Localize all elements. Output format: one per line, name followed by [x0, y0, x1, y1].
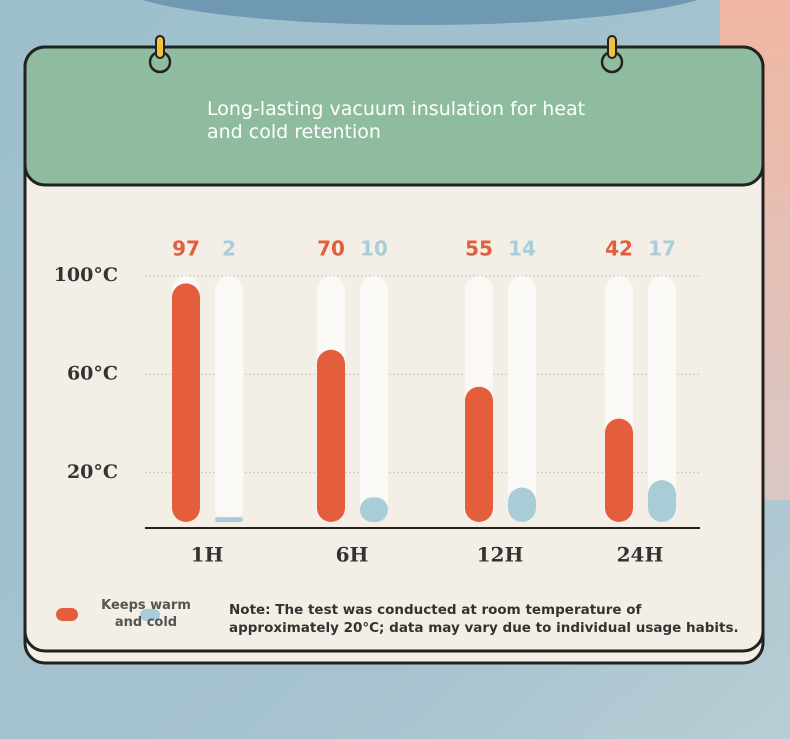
ring [607, 35, 617, 59]
decor [142, 0, 698, 25]
value-label: 42 [605, 237, 633, 261]
bar [465, 386, 493, 522]
note: Note: The test was conducted at room tem… [229, 602, 739, 636]
bar [648, 480, 676, 522]
bar-track [215, 276, 243, 522]
value-label: 55 [465, 237, 493, 261]
bar-track [508, 276, 536, 522]
bar [215, 517, 243, 522]
bar-track [648, 276, 676, 522]
bar [172, 283, 200, 522]
x-tick-label: 12H [477, 543, 524, 567]
legend-label: Keeps warm and cold [101, 598, 191, 630]
bar [317, 349, 345, 522]
value-label: 10 [360, 237, 388, 261]
y-tick-label: 100°C [54, 264, 118, 286]
legend-swatch [140, 609, 160, 621]
value-label: 2 [222, 237, 236, 261]
x-tick-label: 1H [191, 543, 224, 567]
x-tick-label: 24H [617, 543, 664, 567]
x-tick-label: 6H [336, 543, 369, 567]
chart-title: Long-lasting vacuum insulation for heat … [207, 98, 586, 143]
bar-track [360, 276, 388, 522]
legend-swatch [56, 608, 78, 621]
value-label: 14 [508, 237, 536, 261]
y-tick-label: 20°C [67, 461, 118, 483]
bar [508, 487, 536, 522]
value-label: 70 [317, 237, 345, 261]
y-tick-label: 60°C [67, 362, 118, 384]
bar [605, 418, 633, 522]
ring [155, 35, 165, 59]
value-label: 97 [172, 237, 200, 261]
bar [360, 497, 388, 522]
value-label: 17 [648, 237, 676, 261]
card-header [23, 45, 765, 187]
